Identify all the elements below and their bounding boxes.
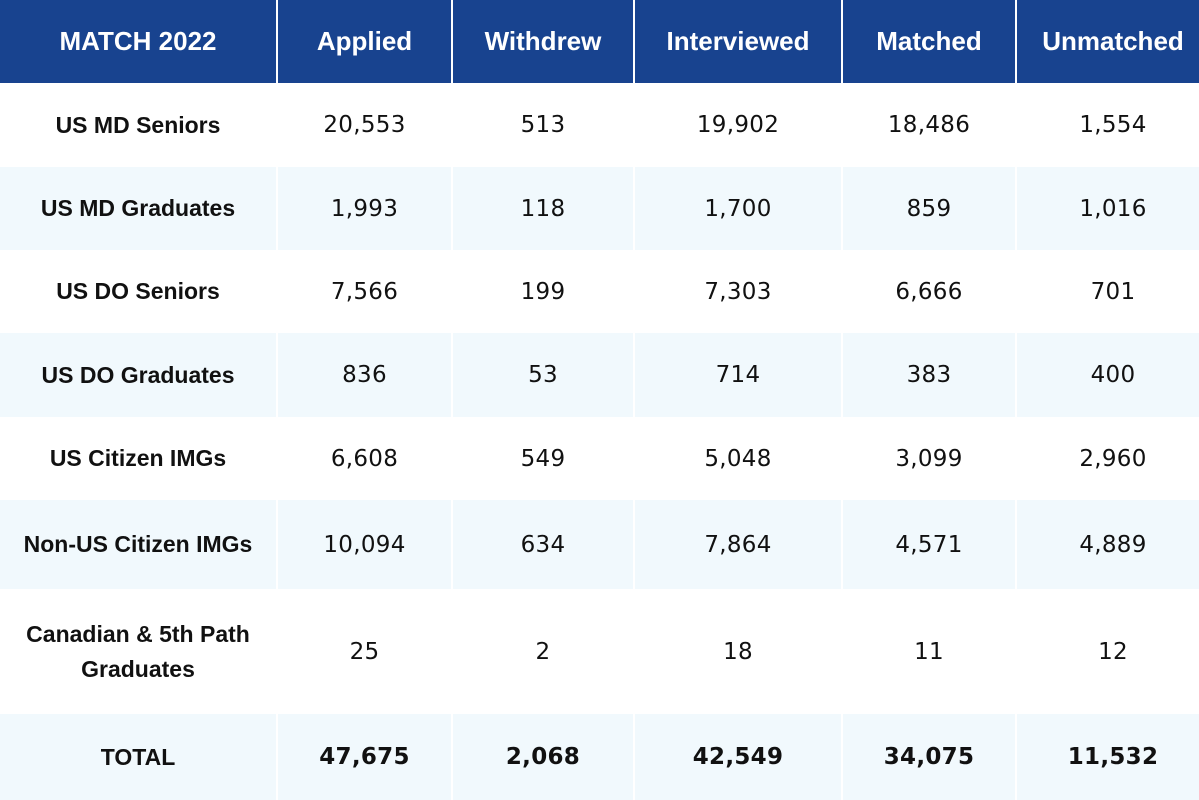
cell-matched: 383 — [843, 333, 1015, 417]
cell-unmatched: 701 — [1090, 278, 1136, 305]
header-matched: Matched — [843, 0, 1015, 83]
row-label: Non-US Citizen IMGs — [0, 500, 276, 589]
row-label: US DO Graduates — [0, 333, 276, 417]
cell-withdrew: 199 — [520, 278, 566, 305]
cell-unmatched: 4,889 — [1017, 500, 1199, 589]
cell-withdrew: 118 — [453, 167, 633, 250]
row-label: US MD Graduates — [0, 167, 276, 250]
total-applied: 47,675 — [319, 744, 410, 770]
cell-matched: 859 — [843, 167, 1015, 250]
cell-interviewed: 7,303 — [704, 278, 772, 305]
total-withdrew-cell: 2,068 — [453, 714, 633, 800]
cell-applied: 25 — [349, 638, 380, 665]
cell-interviewed: 18 — [723, 638, 753, 665]
cell-applied: 1,993 — [278, 167, 451, 250]
cell-interviewed: 19,902 — [696, 112, 780, 138]
cell-unmatched: 1,554 — [1079, 112, 1147, 138]
header-unmatched: Unmatched — [1017, 0, 1199, 83]
total-label: TOTAL — [0, 714, 276, 800]
cell-interviewed: 714 — [635, 333, 841, 417]
cell-unmatched: 1,016 — [1017, 167, 1199, 250]
cell-withdrew: 2 — [535, 638, 551, 665]
header-interviewed: Interviewed — [635, 0, 841, 83]
cell-matched: 4,571 — [843, 500, 1015, 589]
row-label: US Citizen IMGs — [49, 445, 227, 471]
cell-interviewed: 5,048 — [704, 445, 772, 472]
header-applied: Applied — [278, 0, 451, 83]
total-matched-cell: 34,075 — [843, 714, 1015, 800]
total-matched: 34,075 — [883, 744, 975, 770]
cell-applied: 6,608 — [330, 445, 399, 472]
cell-withdrew: 549 — [520, 445, 566, 472]
cell-unmatched: 12 — [1098, 638, 1128, 665]
cell-matched: 6,666 — [895, 278, 963, 305]
cell-applied: 10,094 — [278, 500, 451, 589]
cell-applied: 20,553 — [323, 112, 406, 138]
row-label: Canadian & 5th Path Graduates — [26, 620, 250, 682]
cell-matched: 3,099 — [895, 445, 963, 472]
total-withdrew: 2,068 — [505, 744, 581, 770]
row-label: US DO Seniors — [56, 278, 220, 304]
total-unmatched-cell: 11,532 — [1017, 714, 1199, 800]
cell-matched: 18,486 — [887, 112, 971, 138]
header-withdrew: Withdrew — [453, 0, 633, 83]
header-match-2022: MATCH 2022 — [0, 0, 276, 83]
total-applied-cell: 47,675 — [278, 714, 451, 800]
cell-withdrew: 634 — [453, 500, 633, 589]
total-unmatched: 11,532 — [1067, 744, 1159, 770]
total-interviewed: 42,549 — [692, 744, 784, 770]
total-interviewed-cell: 42,549 — [635, 714, 841, 800]
cell-matched: 11 — [914, 638, 944, 665]
cell-withdrew: 513 — [520, 112, 566, 138]
cell-applied: 7,566 — [330, 278, 399, 305]
cell-interviewed: 7,864 — [635, 500, 841, 589]
cell-applied: 836 — [278, 333, 451, 417]
cell-unmatched: 400 — [1017, 333, 1199, 417]
cell-unmatched: 2,960 — [1079, 445, 1147, 472]
row-label: US MD Seniors — [55, 111, 221, 138]
cell-interviewed: 1,700 — [635, 167, 841, 250]
cell-withdrew: 53 — [453, 333, 633, 417]
